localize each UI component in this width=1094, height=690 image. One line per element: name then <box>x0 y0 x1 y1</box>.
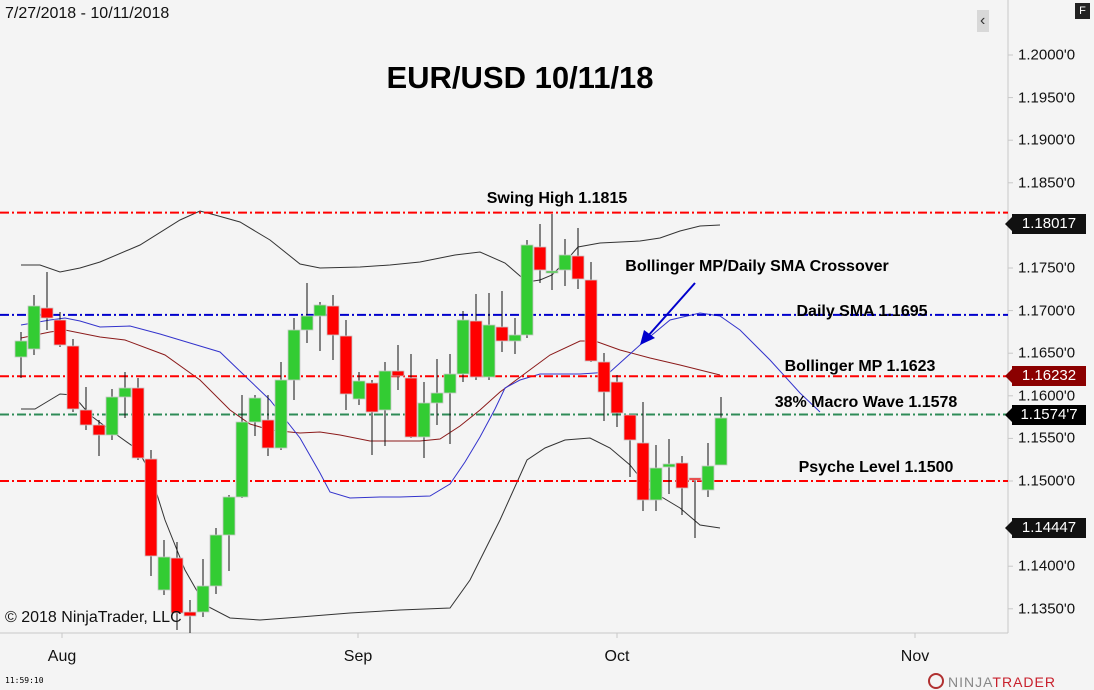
candle-body <box>636 442 650 501</box>
candle-body <box>66 345 80 410</box>
price-tag-bb-lower: 1.14447 <box>1005 518 1086 538</box>
x-label-nov: Nov <box>900 648 930 665</box>
candle-body <box>430 392 444 404</box>
candle-body <box>649 467 663 501</box>
y-label: 1.1600'0 <box>1018 387 1076 405</box>
candle-body <box>274 379 288 449</box>
y-label: 1.1350'0 <box>1018 600 1076 618</box>
candle-body <box>170 557 184 614</box>
candle-body <box>209 534 223 587</box>
chevron-left-icon: ‹ <box>980 12 986 29</box>
candle-body <box>183 611 197 617</box>
candle-body <box>27 305 41 350</box>
candle-body <box>144 458 158 557</box>
y-label: 1.1500'0 <box>1018 472 1076 490</box>
x-label-sep: Sep <box>343 648 373 665</box>
y-label: 1.1700'0 <box>1018 302 1076 320</box>
candle-body <box>701 465 715 491</box>
candle-body <box>495 326 509 342</box>
annotation-daily-sma: Daily SMA 1.1695 <box>796 303 928 320</box>
y-label: 1.1650'0 <box>1018 344 1076 362</box>
candle-body <box>610 381 624 414</box>
y-label: 1.1750'0 <box>1018 259 1076 277</box>
candle-body <box>714 417 728 466</box>
candle-body <box>443 373 457 394</box>
candle-body <box>14 340 28 358</box>
timestamp-mini: 11:59:10 <box>5 676 44 685</box>
arrow-line <box>647 282 696 337</box>
y-label: 1.1850'0 <box>1018 174 1076 192</box>
date-range: 7/27/2018 - 10/11/2018 <box>5 5 170 22</box>
annotation-crossover: Bollinger MP/Daily SMA Crossover <box>625 258 889 275</box>
copyright: © 2018 NinjaTrader, LLC <box>5 609 182 626</box>
candle-body <box>378 370 392 411</box>
price-tag-bb-upper: 1.18017 <box>1005 214 1086 234</box>
candle-body <box>339 335 353 395</box>
candle-body <box>417 402 431 438</box>
y-label: 1.1400'0 <box>1018 557 1076 575</box>
candle-body <box>131 387 145 459</box>
candle-body <box>688 477 702 481</box>
candle-body <box>92 424 106 436</box>
x-label-aug: Aug <box>47 648 77 665</box>
candle-body <box>545 270 559 274</box>
candle-body <box>287 329 301 381</box>
annotation-macro-wave: 38% Macro Wave 1.1578 <box>774 394 958 411</box>
x-label-oct: Oct <box>604 648 630 665</box>
annotation-swing-high: Swing High 1.1815 <box>486 190 628 207</box>
chart-title: EUR/USD 10/11/18 <box>386 60 654 95</box>
arrow-head-icon <box>640 330 655 345</box>
candle-body <box>261 419 275 449</box>
candle-body <box>675 462 689 489</box>
candle-body <box>118 387 132 398</box>
candle-body <box>79 409 93 426</box>
candle-body <box>157 556 171 591</box>
y-label: 1.1900'0 <box>1018 131 1076 149</box>
y-label: 1.1950'0 <box>1018 89 1076 107</box>
candle-body <box>558 254 572 271</box>
candle-body <box>623 414 637 441</box>
candle-body <box>235 421 249 498</box>
f-button[interactable]: F <box>1075 3 1090 19</box>
bollinger-mid <box>20 329 721 442</box>
price-tag-bb-mid: 1.16232 <box>1005 366 1086 386</box>
candle-body <box>222 496 236 536</box>
ninja-logo-icon <box>928 673 944 689</box>
ninjatrader-logo: NINJATRADER <box>928 673 1056 690</box>
candle-body <box>508 334 522 342</box>
y-label: 1.1550'0 <box>1018 429 1076 447</box>
candle-body <box>482 324 496 378</box>
candle-body <box>456 319 470 375</box>
candle-body <box>404 377 418 438</box>
candle-body <box>248 397 262 423</box>
candle-body <box>313 304 327 317</box>
candle-body <box>584 279 598 362</box>
candle-body <box>469 320 483 378</box>
candle-body <box>300 315 314 331</box>
candle-body <box>533 246 547 271</box>
annotation-psyche-level: Psyche Level 1.1500 <box>798 459 954 476</box>
annotation-bollinger-mp: Bollinger MP 1.1623 <box>784 358 936 375</box>
candle-body <box>365 382 379 413</box>
candle-body <box>597 361 611 393</box>
candle-body <box>571 255 585 280</box>
candle-body <box>662 463 676 468</box>
candle-body <box>196 585 210 613</box>
candle-body <box>326 305 340 336</box>
bollinger-upper <box>21 210 721 283</box>
price-tag-last: 1.1574'7 <box>1005 405 1086 425</box>
candle-body <box>391 370 405 377</box>
candle-body <box>105 396 119 436</box>
sma-curve <box>20 312 821 499</box>
collapse-panel-button[interactable]: ‹ <box>977 10 989 32</box>
y-label: 1.2000'0 <box>1018 46 1076 64</box>
candle-body <box>352 380 366 400</box>
candle-body <box>520 244 534 336</box>
candle-body <box>53 319 67 346</box>
candle-body <box>40 307 54 319</box>
bollinger-lower <box>21 393 721 621</box>
